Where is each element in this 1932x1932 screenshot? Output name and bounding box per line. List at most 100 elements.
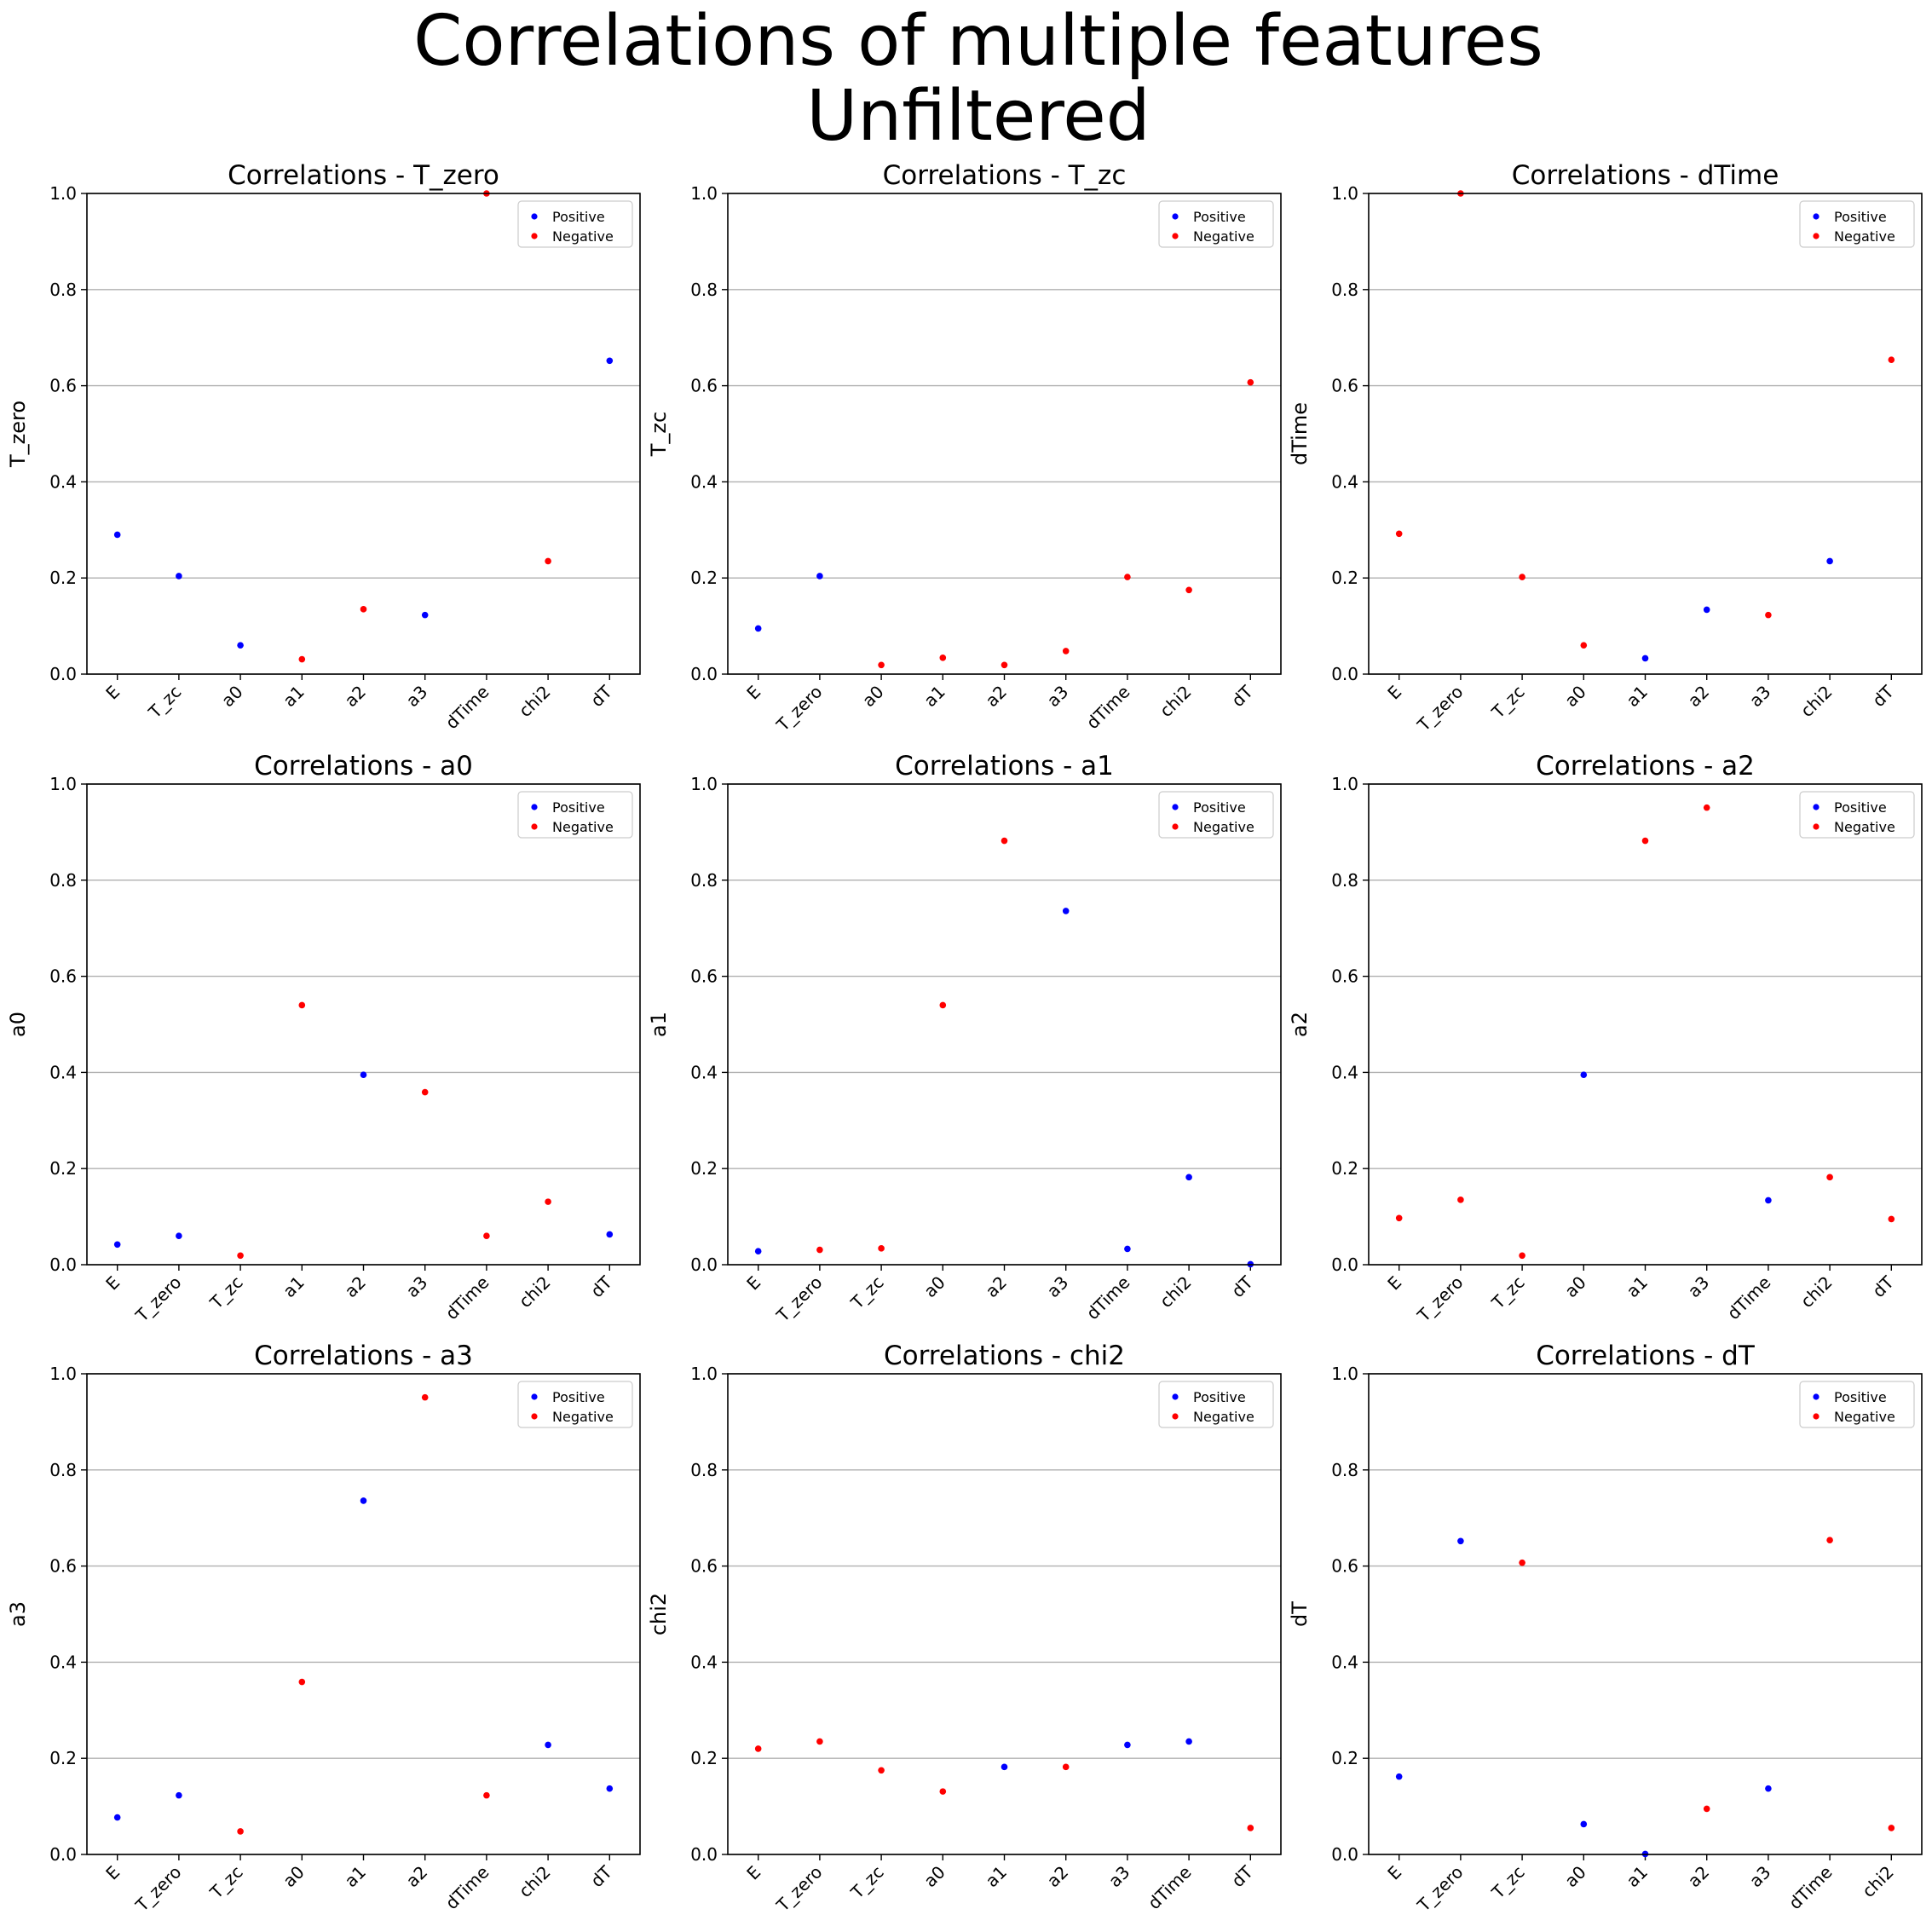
x-tick-label: T_zero (1413, 1272, 1468, 1327)
x-tick-label: a0 (858, 682, 888, 712)
point-a0-negative (939, 1788, 947, 1795)
point-T_zero-negative (816, 1246, 823, 1254)
subplot-2: 0.0 0.2 0.4 0.6 0.8 1.0 E T_zero a0 a1 a2 a3 dTime ch… (647, 160, 1282, 735)
y-tick-label: 0.8 (690, 870, 718, 891)
legend-frame (517, 791, 633, 839)
point-T_zc-positive (176, 573, 182, 580)
subplot-title: Correlations - dTime (1512, 160, 1779, 191)
y-tick-label: 0.6 (690, 1556, 718, 1577)
x-tick-label: a3 (402, 1272, 432, 1302)
x-tick-label: T_zero (1413, 1862, 1468, 1917)
subplot-9: 0.0 0.2 0.4 0.6 0.8 1.0 E T_zero T_zc a0 a1 a2 a3 dTi… (1288, 1341, 1923, 1917)
y-tick-label: 0.6 (1331, 1556, 1358, 1577)
legend-frame (1158, 1381, 1274, 1428)
legend-marker-positive (1813, 1393, 1820, 1400)
x-tick-label: dTime (441, 682, 493, 734)
legend-marker-positive (531, 804, 538, 810)
x-tick-label: E (101, 1272, 124, 1295)
x-tick-label: T_zc (846, 1862, 888, 1904)
y-tick-label: 0.2 (1331, 1158, 1358, 1179)
point-T_zc-negative (237, 1252, 244, 1260)
y-tick-label: 0.6 (690, 966, 718, 987)
y-tick-label: 0.8 (49, 1460, 77, 1480)
x-tick-label: dT (586, 1272, 616, 1301)
y-tick-label: 1.0 (1331, 183, 1358, 204)
point-a3-negative (1703, 804, 1710, 811)
point-chi2-negative (545, 1198, 551, 1205)
y-tick-label: 0.8 (690, 280, 718, 300)
point-a2-negative (360, 606, 367, 613)
y-tick-label: 0.4 (690, 1062, 718, 1082)
y-tick-label: 0.0 (690, 664, 718, 684)
point-a2-negative (1703, 1805, 1710, 1813)
point-dTime-positive (1185, 1738, 1192, 1745)
y-tick-label: 0.4 (49, 1652, 77, 1672)
subplot-5: 0.0 0.2 0.4 0.6 0.8 1.0 E T_zero T_zc a0 a2 a3 dTime… (647, 751, 1282, 1326)
y-axis-label: a2 (1288, 1012, 1312, 1037)
subplot-4: 0.0 0.2 0.4 0.6 0.8 1.0 E T_zero T_zc a1 a2 a3 dTime… (6, 751, 641, 1326)
subplot-title: Correlations - T_zc (883, 160, 1127, 191)
x-tick-label: T_zc (846, 1272, 888, 1314)
x-tick-label: a1 (1622, 1272, 1652, 1302)
point-dT-negative (1888, 356, 1895, 363)
x-tick-label: dT (586, 681, 616, 711)
y-tick-label: 0.2 (49, 568, 77, 588)
x-tick-label: a3 (1745, 682, 1775, 712)
x-tick-label: a0 (920, 1862, 949, 1892)
legend-frame (1158, 200, 1274, 248)
point-dTime-negative (1124, 574, 1131, 580)
point-a1-negative (298, 655, 306, 663)
x-tick-label: dTime (1785, 1862, 1837, 1914)
point-a0-positive (237, 642, 244, 649)
y-tick-label: 0.2 (690, 1158, 718, 1179)
point-dT-positive (606, 1785, 614, 1792)
legend-label-positive: Positive (552, 1389, 605, 1405)
subplot-title: Correlations - T_zero (228, 160, 499, 191)
legend-frame (1799, 1381, 1915, 1428)
legend-label-positive: Positive (552, 209, 605, 225)
axes-frame (1368, 193, 1923, 675)
figure-title-line-1: Correlations of multiple features (413, 1, 1543, 82)
figure-title-line-2: Unfiltered (806, 76, 1150, 157)
legend-label-positive: Positive (1193, 1389, 1246, 1405)
axes-frame (727, 1373, 1282, 1855)
x-tick-label: dTime (441, 1862, 493, 1914)
point-T_zc-negative (1519, 1559, 1525, 1566)
x-tick-label: E (742, 1272, 764, 1295)
y-tick-label: 0.0 (1331, 1254, 1358, 1275)
x-tick-label: T_zc (205, 1272, 247, 1314)
legend: Positive Negative (1158, 1381, 1274, 1428)
x-tick-label: dTime (441, 1272, 493, 1324)
point-a2-positive (1703, 606, 1710, 614)
subplot-title: Correlations - a3 (254, 1341, 473, 1371)
x-tick-label: a2 (1684, 1862, 1714, 1892)
legend-marker-negative (1813, 823, 1820, 830)
x-tick-label: chi2 (515, 682, 555, 722)
legend: Positive Negative (517, 1381, 633, 1428)
point-a3-negative (421, 1088, 429, 1096)
point-a0-positive (1580, 1071, 1588, 1079)
y-axis-label: T_zc (647, 412, 671, 457)
legend: Positive Negative (517, 200, 633, 248)
y-axis-label: a3 (6, 1601, 30, 1627)
point-a1-negative (1641, 837, 1649, 845)
x-tick-label: dT (1227, 1861, 1257, 1891)
y-tick-label: 0.0 (1331, 664, 1358, 684)
y-tick-label: 1.0 (49, 774, 77, 794)
y-tick-label: 0.2 (690, 1748, 718, 1768)
legend-marker-positive (531, 213, 538, 220)
x-tick-label: dTime (1082, 682, 1134, 734)
subplot-1: 0.0 0.2 0.4 0.6 0.8 1.0 E T_zc a0 a1 a2 a3 dTime chi2… (6, 160, 641, 734)
point-chi2-negative (1185, 586, 1192, 594)
legend: Positive Negative (1799, 791, 1915, 839)
y-tick-label: 1.0 (1331, 774, 1358, 794)
y-axis-label: dT (1288, 1601, 1312, 1627)
subplot-title: Correlations - a1 (895, 751, 1114, 781)
x-tick-label: a2 (340, 682, 370, 712)
point-T_zero-positive (176, 1232, 182, 1239)
point-E-positive (754, 625, 762, 632)
x-tick-label: a3 (402, 682, 432, 712)
legend-frame (1799, 200, 1915, 248)
axes-frame (727, 193, 1282, 675)
legend-label-negative: Negative (1193, 819, 1254, 835)
